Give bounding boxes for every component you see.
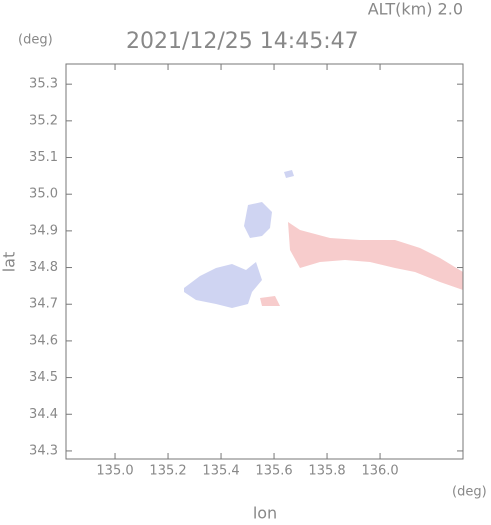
- x-tick-label: 135.6: [255, 464, 292, 479]
- negative-echo: [184, 262, 262, 308]
- positive-echo: [260, 296, 280, 306]
- x-unit: (deg): [452, 485, 487, 500]
- y-tick-label: 35.1: [29, 150, 58, 165]
- chart-title: 2021/12/25 14:45:47: [126, 29, 359, 54]
- altitude-label: ALT(km) 2.0: [368, 0, 463, 19]
- y-tick-label: 35.3: [29, 77, 58, 92]
- y-tick-label: 34.7: [29, 297, 58, 312]
- x-tick-label: 136.0: [361, 464, 398, 479]
- y-tick-label: 34.3: [29, 443, 58, 458]
- negative-echo: [284, 170, 294, 178]
- y-tick-label: 34.8: [29, 260, 58, 275]
- positive-echo: [288, 222, 463, 290]
- x-axis-label: lon: [253, 504, 277, 522]
- x-tick-label: 135.8: [308, 464, 345, 479]
- y-tick-label: 34.6: [29, 333, 58, 348]
- x-tick-label: 135.0: [96, 464, 133, 479]
- plot-frame: [65, 63, 464, 460]
- y-tick-label: 34.5: [29, 370, 58, 385]
- x-tick-label: 135.2: [149, 464, 186, 479]
- y-unit: (deg): [18, 33, 53, 48]
- y-tick-label: 35.0: [29, 187, 58, 202]
- y-axis-label: lat: [0, 252, 19, 273]
- y-tick-label: 34.4: [29, 407, 58, 422]
- y-tick-label: 34.9: [29, 223, 58, 238]
- echo-field: [184, 170, 463, 308]
- y-tick-label: 35.2: [29, 113, 58, 128]
- negative-echo: [244, 202, 272, 238]
- x-tick-label: 135.4: [202, 464, 239, 479]
